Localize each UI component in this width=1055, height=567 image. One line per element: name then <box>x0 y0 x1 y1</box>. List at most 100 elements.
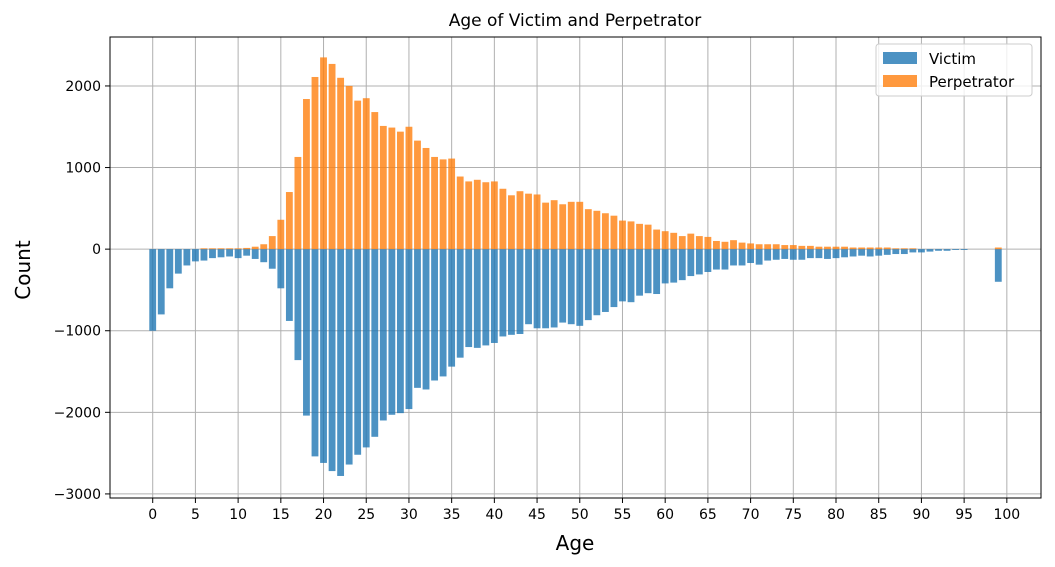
victim-bar <box>251 249 259 259</box>
legend-label-victim: Victim <box>929 50 976 68</box>
victim-bar <box>943 249 951 251</box>
victim-bar <box>926 249 934 252</box>
victim-bar <box>576 249 584 326</box>
victim-bar <box>601 249 609 312</box>
perpetrator-bar <box>747 243 755 250</box>
victim-bar <box>200 249 208 261</box>
x-tick-label: 95 <box>955 507 973 523</box>
victim-bar <box>798 249 806 260</box>
perpetrator-bar <box>337 77 345 250</box>
perpetrator-bar <box>695 236 703 250</box>
victim-bar <box>345 249 353 465</box>
victim-bar <box>431 249 438 381</box>
perpetrator-bar <box>798 245 806 250</box>
perpetrator-bar <box>473 179 481 250</box>
perpetrator-bar <box>311 76 319 250</box>
victim-bar <box>704 249 712 272</box>
perpetrator-bar <box>550 200 558 250</box>
victim-bar <box>892 249 900 255</box>
perpetrator-bar <box>405 126 413 250</box>
perpetrator-bar <box>772 244 780 250</box>
perpetrator-bar <box>303 99 310 250</box>
victim-bar <box>516 249 524 334</box>
perpetrator-bar <box>542 202 550 250</box>
perpetrator-bar <box>653 229 661 250</box>
victim-bar <box>166 249 174 289</box>
victim-bar <box>935 249 942 251</box>
victim-bar <box>320 249 327 463</box>
perpetrator-bar <box>362 98 370 250</box>
perpetrator-bar <box>713 240 720 250</box>
victim-bar <box>713 249 720 270</box>
victim-bar <box>234 249 242 259</box>
victim-bar <box>994 249 1002 282</box>
victim-bar <box>764 249 772 261</box>
legend-swatch-victim <box>883 52 917 64</box>
perpetrator-bar <box>892 248 900 250</box>
victim-bar <box>396 249 404 414</box>
victim-bar <box>593 249 601 316</box>
y-tick-label: 0 <box>92 242 101 258</box>
victim-bar <box>388 249 396 415</box>
perpetrator-bar <box>371 112 379 250</box>
ticks: 0 5 10 15 20 25 30 35 40 45 50 55 60 65 70 75 80 85 90 95 10… <box>54 79 1021 523</box>
victim-bar <box>277 249 285 289</box>
victim-bar <box>422 249 430 390</box>
victim-bar <box>858 249 866 256</box>
y-tick-label: 2000 <box>65 79 101 95</box>
perpetrator-bar <box>883 247 891 250</box>
victim-bar <box>482 249 490 346</box>
victim-bar <box>499 249 507 337</box>
victim-bar <box>806 249 814 259</box>
plot-frame <box>109 36 1042 499</box>
perpetrator-bar <box>268 236 276 250</box>
victim-bar <box>157 249 165 315</box>
perpetrator-bar <box>396 131 404 250</box>
victim-bar <box>653 249 661 295</box>
victim-bar <box>789 249 797 260</box>
victim-bar <box>841 249 848 258</box>
victim-bar <box>209 249 216 259</box>
victim-bar <box>695 249 703 275</box>
victim-bar <box>354 249 362 455</box>
victim-bar <box>328 249 336 472</box>
perpetrator-bar <box>678 236 686 250</box>
perpetrator-bar <box>508 195 515 250</box>
victim-bar <box>866 249 874 257</box>
perpetrator-bar <box>584 209 592 250</box>
perpetrator-bar <box>755 244 763 250</box>
victim-bar <box>661 249 669 284</box>
victim-bar <box>525 249 532 325</box>
victim-bar <box>268 249 276 269</box>
victim-bar <box>439 249 447 377</box>
victim-bar <box>217 249 225 258</box>
perpetrator-bar <box>226 248 233 250</box>
x-tick-label: 80 <box>827 507 845 523</box>
perpetrator-bar <box>200 248 208 250</box>
perpetrator-bar <box>516 191 524 250</box>
perpetrator-bar <box>815 246 823 250</box>
perpetrator-bar <box>260 244 268 250</box>
y-tick-label: −3000 <box>54 487 101 503</box>
perpetrator-bar <box>730 240 737 250</box>
victim-bar <box>824 249 831 259</box>
victim-bar <box>747 249 755 264</box>
victim-bar <box>584 249 592 321</box>
perpetrator-bar <box>422 147 430 250</box>
x-axis-title: Age <box>556 531 595 555</box>
victim-bar <box>636 249 643 296</box>
perpetrator-bar <box>764 244 772 250</box>
perpetrator-bar <box>234 248 242 250</box>
perpetrator-bar <box>320 57 327 250</box>
perpetrator-bar <box>243 247 251 250</box>
victim-bar <box>918 249 925 253</box>
perpetrator-bar <box>610 215 618 250</box>
victim-bar <box>678 249 686 281</box>
perpetrator-bar <box>704 236 712 250</box>
victim-bar <box>627 249 635 303</box>
perpetrator-bar <box>661 231 669 250</box>
x-tick-label: 15 <box>272 507 290 523</box>
perpetrator-bar <box>217 248 225 250</box>
